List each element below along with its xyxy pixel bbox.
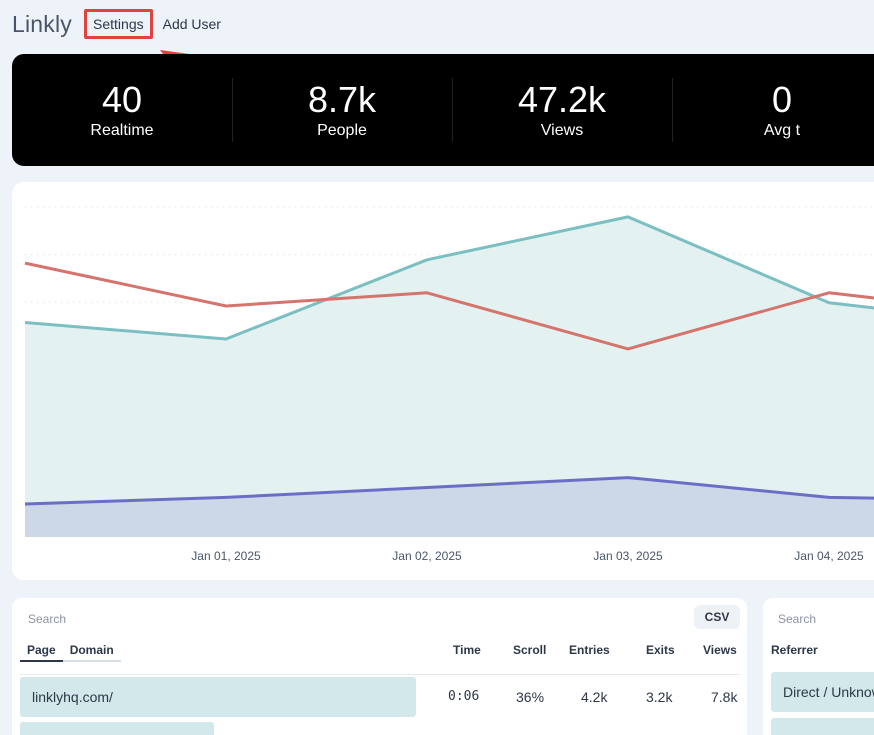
column-header-exits[interactable]: Exits xyxy=(646,643,675,657)
traffic-chart-panel: Jan 01, 2025 Jan 02, 2025 Jan 03, 2025 Jan … xyxy=(12,182,874,580)
stat-avg-time[interactable]: 0 Avg t xyxy=(672,54,874,166)
traffic-chart[interactable]: Jan 01, 2025 Jan 02, 2025 Jan 03, 2025 Jan … xyxy=(12,182,874,580)
series-0-line xyxy=(24,215,874,341)
x-tick-label: Jan 02, 2025 xyxy=(392,549,462,563)
csv-export-button[interactable]: CSV xyxy=(694,605,740,629)
column-header-referrer[interactable]: Referrer xyxy=(771,643,818,657)
stat-label: People xyxy=(317,122,367,139)
series-2-area xyxy=(25,477,874,537)
table-row[interactable] xyxy=(771,672,874,712)
column-header-views[interactable]: Views xyxy=(703,643,737,657)
referrer-panel: Search Referrer Direct / Unknown xyxy=(763,598,874,735)
stat-value: 0 xyxy=(771,79,793,120)
table-row[interactable] xyxy=(771,718,874,735)
series-0-area xyxy=(25,216,874,537)
stat-value: 8.7k xyxy=(307,79,377,120)
stat-people[interactable]: 8.7k People xyxy=(232,54,452,166)
table-divider xyxy=(20,674,740,675)
column-header-scroll[interactable]: Scroll xyxy=(513,643,547,657)
pages-search-input[interactable]: Search xyxy=(28,612,67,626)
table-row[interactable] xyxy=(20,677,416,717)
table-tabs: Page Domain xyxy=(20,641,121,662)
referrer-search-input[interactable]: Search xyxy=(778,612,817,626)
x-tick-label: Jan 01, 2025 xyxy=(191,549,261,563)
cell-scroll: 36% xyxy=(516,689,545,705)
column-header-time[interactable]: Time xyxy=(453,643,481,657)
table-row[interactable] xyxy=(20,722,214,735)
x-tick-label: Jan 03, 2025 xyxy=(593,549,663,563)
stat-views[interactable]: 47.2k Views xyxy=(452,54,672,166)
column-header-entries[interactable]: Entries xyxy=(569,643,610,657)
stat-label: Views xyxy=(540,122,584,139)
stat-value: 47.2k xyxy=(517,79,607,120)
cell-views: 7.8k xyxy=(711,689,738,705)
settings-link[interactable]: Settings xyxy=(84,9,153,39)
pages-table-panel: Search CSV Page Domain Time Scroll Entri… xyxy=(12,598,747,735)
page-url[interactable]: linklyhq.com/ xyxy=(32,689,113,705)
cell-exits: 3.2k xyxy=(646,689,673,705)
series-1-line xyxy=(24,261,874,351)
tab-page[interactable]: Page xyxy=(20,641,63,662)
cell-time: 0:06 xyxy=(448,689,480,704)
cell-entries: 4.2k xyxy=(581,689,608,705)
header: Linkly Settings Add User xyxy=(12,6,239,42)
series-2-line xyxy=(24,476,874,506)
tab-domain[interactable]: Domain xyxy=(62,641,121,662)
stats-band: 40 Realtime 8.7k People 47.2k Views 0 Av… xyxy=(12,54,874,166)
stat-realtime[interactable]: 40 Realtime xyxy=(12,54,232,166)
add-user-link[interactable]: Add User xyxy=(162,16,221,32)
x-tick-label: Jan 04, 2025 xyxy=(794,549,864,563)
stat-value: 40 xyxy=(101,79,143,120)
stat-label: Avg t xyxy=(763,122,801,139)
referrer-label[interactable]: Direct / Unknown xyxy=(783,684,874,700)
app-title: Linkly xyxy=(12,10,73,37)
stat-label: Realtime xyxy=(90,122,154,139)
